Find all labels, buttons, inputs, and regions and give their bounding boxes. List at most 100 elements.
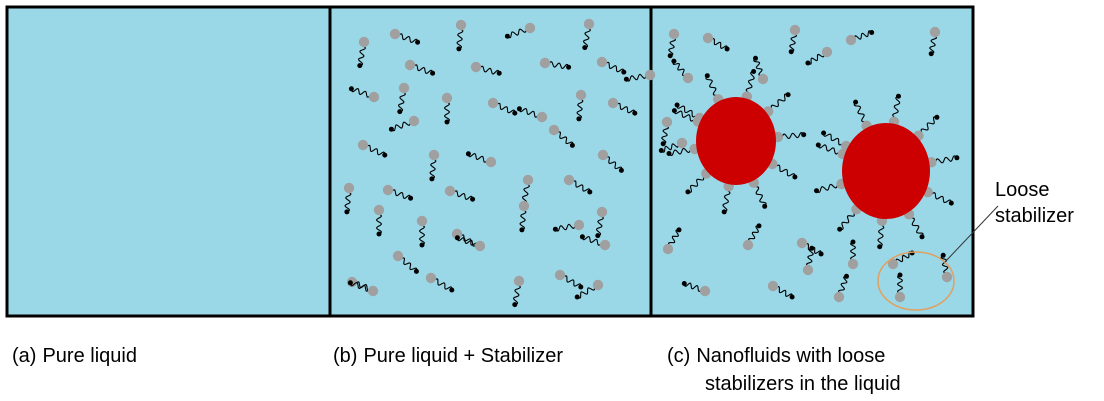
stabilizer-tail-end — [449, 287, 455, 293]
stabilizer-tail-end — [430, 70, 436, 76]
free-stabilizer-molecule — [357, 139, 388, 158]
stabilizer-tail-end — [569, 142, 575, 148]
free-stabilizer-molecule — [343, 182, 355, 215]
stabilizer-tail-end — [456, 46, 462, 52]
free-stabilizer-molecule — [623, 69, 656, 82]
free-stabilizer-molecule — [444, 185, 476, 202]
stabilizer-head — [373, 204, 385, 216]
stabilizer-head — [522, 174, 534, 186]
stabilizer-tail-end — [388, 126, 394, 132]
loose-stabilizer-highlight — [877, 251, 955, 311]
stabilizer-tail-end — [376, 231, 382, 237]
stabilizer-head — [929, 26, 941, 38]
stabilizer-tail-end — [948, 200, 954, 206]
stabilizer-head — [444, 185, 456, 197]
loose-stabilizer-molecule — [845, 30, 875, 46]
stabilizer-head — [668, 28, 680, 40]
stabilizer-tail-end — [809, 245, 815, 251]
stabilizer-tail-end — [552, 226, 558, 232]
stabilizer-tail-end — [869, 30, 875, 35]
stabilizer-head — [757, 73, 769, 85]
stabilizer-tail-end — [681, 281, 687, 286]
stabilizer-tail-end — [623, 76, 629, 82]
stabilizer-head — [583, 18, 595, 30]
stabilizer-tail-end — [762, 203, 768, 209]
stabilizer-head — [644, 69, 656, 81]
loose-stabilizer-molecule — [788, 24, 801, 55]
stabilizer-head — [518, 200, 530, 212]
loose-stabilizer-molecule — [753, 55, 769, 85]
caption-a-text: Pure liquid — [42, 345, 137, 367]
stabilizer-tail-end — [671, 58, 677, 64]
stabilizer-tail-end — [632, 110, 638, 116]
free-stabilizer-molecule — [416, 215, 428, 248]
stabilizer-head — [455, 19, 467, 31]
free-stabilizer-molecule — [504, 22, 536, 39]
loose-stabilizer-molecule — [805, 46, 833, 66]
stabilizer-head — [513, 275, 525, 287]
stabilizer-tail-end — [685, 189, 691, 195]
loose-stabilizer-molecule — [667, 28, 680, 59]
stabilizer-head — [474, 240, 486, 252]
free-stabilizer-molecule — [465, 151, 497, 168]
free-stabilizer-molecule — [404, 59, 436, 76]
stabilizer-head — [539, 57, 551, 69]
panel-a-box — [5, 5, 332, 318]
free-stabilizer-molecule — [441, 92, 453, 125]
free-stabilizer-molecule — [516, 106, 548, 123]
annotation-line1: Loose — [995, 179, 1050, 201]
stabilizer-head — [767, 280, 779, 292]
free-stabilizer-molecule — [382, 184, 414, 201]
stabilizer-head — [596, 56, 608, 68]
stabilizer-head — [702, 32, 714, 44]
stabilizer-tail-end — [788, 49, 794, 55]
free-stabilizer-molecule — [518, 200, 530, 233]
stabilizer-tail-end — [837, 226, 843, 232]
stabilizer-tail-end — [896, 93, 901, 99]
loose-stabilizer-molecule — [702, 32, 730, 52]
stabilizer-tail-end — [658, 148, 664, 153]
stabilizer-tail-end — [397, 109, 403, 115]
stabilizer-tail-end — [587, 189, 593, 195]
free-stabilizer-molecule — [512, 275, 525, 308]
stabilizer-tail-end — [814, 188, 819, 194]
free-stabilizer-molecule — [373, 204, 385, 237]
loose-stabilizer-molecule — [742, 223, 762, 251]
stabilizer-tail-end — [470, 196, 476, 202]
free-stabilizer-molecule — [563, 174, 593, 195]
stabilizer-tail-end — [579, 234, 585, 240]
stabilizer-head — [597, 149, 609, 161]
stabilizer-head — [392, 250, 404, 262]
stabilizer-head — [368, 91, 380, 103]
stabilizer-head — [524, 22, 536, 34]
caption-a-prefix: (a) — [12, 345, 36, 367]
free-stabilizer-molecule — [554, 269, 584, 290]
stabilizer-tail-end — [954, 155, 960, 161]
stabilizer-tail-end — [621, 69, 627, 75]
stabilizer-tail-end — [408, 195, 414, 201]
stabilizer-tail-end — [429, 176, 435, 182]
free-stabilizer-molecule — [357, 36, 370, 69]
stabilizer-molecules-b — [343, 18, 656, 308]
loose-stabilizer-molecule — [833, 273, 849, 303]
loose-stabilizer-molecule — [681, 281, 711, 297]
stabilizer-head — [485, 156, 497, 168]
free-stabilizer-molecule — [348, 86, 380, 103]
stabilizer-tail-end — [347, 280, 353, 286]
caption-c: (c) Nanofluids with loose — [667, 345, 885, 367]
stabilizer-tail-end — [940, 252, 946, 258]
stabilizer-head — [358, 36, 370, 48]
stabilizer-tail-end — [801, 132, 807, 138]
stabilizer-head — [536, 111, 548, 123]
stabilizer-tail-end — [877, 244, 883, 250]
free-stabilizer-molecule — [595, 206, 608, 239]
loose-stabilizer-molecule — [802, 245, 815, 276]
stabilizer-head — [573, 219, 585, 231]
free-stabilizer-molecule — [487, 97, 518, 116]
loose-stabilizer-molecule — [887, 250, 915, 270]
stabilizer-head — [357, 139, 369, 151]
free-stabilizer-molecule — [428, 149, 440, 182]
free-stabilizer-molecule — [539, 57, 572, 70]
stabilizer-head — [404, 59, 416, 71]
caption-a: (a) Pure liquid — [12, 345, 137, 367]
